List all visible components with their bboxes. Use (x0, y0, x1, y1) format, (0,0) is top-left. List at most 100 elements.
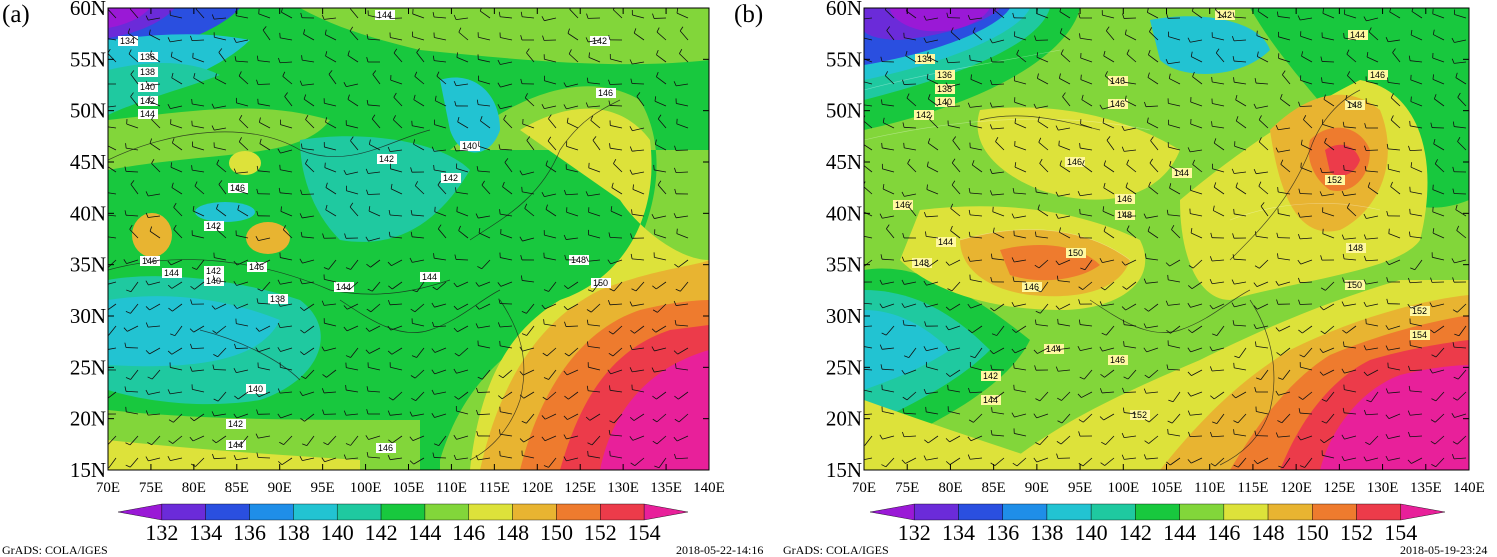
wind-barb-feather (608, 79, 611, 85)
wind-barb-shaft (657, 303, 667, 313)
wind-barb-feather (1144, 374, 1150, 379)
wind-barb (256, 298, 271, 305)
wind-barb (1454, 9, 1467, 19)
wind-barb (1122, 319, 1137, 327)
wind-barb (1121, 125, 1137, 131)
wind-barb (1432, 184, 1445, 195)
wind-barb-shaft (1303, 347, 1313, 358)
wind-barb (951, 180, 961, 195)
wind-barb (321, 388, 337, 394)
wind-barb (1122, 281, 1137, 290)
wind-barb-shaft (1279, 325, 1291, 332)
wind-barb (1191, 8, 1203, 19)
panel-b: (b) (734, 0, 1487, 557)
wind-barb (235, 97, 249, 107)
wind-barb (145, 347, 161, 355)
wind-barb-shaft (1325, 413, 1335, 424)
wind-barb-shaft (588, 39, 601, 43)
wind-barb-feather (1233, 420, 1239, 424)
wind-barb-shaft (236, 413, 249, 419)
wind-barb-feather (1319, 371, 1324, 376)
wind-barb-shaft (632, 149, 645, 152)
wind-barb-shaft (1039, 163, 1049, 173)
wind-barb-shaft (864, 389, 873, 393)
wind-barb (1319, 347, 1335, 353)
wind-barb (1452, 121, 1467, 129)
wind-barb-shaft (1345, 99, 1357, 107)
wind-barb-feather (1079, 376, 1085, 380)
wind-barb (345, 362, 359, 371)
wind-barb-shaft (172, 303, 183, 312)
wind-barb (476, 431, 491, 437)
wind-barb-shaft (304, 413, 315, 422)
wind-barb-shaft (149, 230, 161, 239)
wind-barb (1407, 457, 1423, 464)
wind-barb-shaft (1370, 391, 1379, 403)
wind-barb (653, 252, 667, 261)
wind-barb-shaft (149, 347, 161, 355)
wind-barb-feather (1324, 137, 1327, 143)
wind-barb (950, 27, 961, 41)
wind-barb (947, 406, 961, 415)
wind-barb-feather (325, 204, 328, 210)
wind-barb-shaft (280, 281, 293, 285)
wind-barb (1321, 77, 1335, 85)
wind-barb-shaft (947, 105, 961, 108)
wind-barb-feather (1187, 410, 1191, 416)
wind-barb (1099, 346, 1115, 352)
wind-barb-feather (1013, 363, 1015, 369)
wind-barb-shaft (174, 325, 183, 336)
wind-barb-feather (1099, 258, 1103, 263)
wind-barb-shaft (1036, 56, 1049, 63)
contour-label: 150 (1066, 248, 1086, 258)
wind-barb-shaft (170, 457, 183, 462)
wind-barb (1103, 160, 1115, 173)
wind-barb-feather (902, 232, 905, 239)
wind-barb (905, 50, 917, 63)
wind-barb (1408, 277, 1423, 284)
wind-barb-feather (145, 306, 150, 311)
wind-barb-shaft (1278, 149, 1291, 153)
wind-barb (278, 57, 293, 64)
wind-barb (631, 9, 645, 19)
svg-text:144: 144 (983, 395, 998, 405)
wind-barb-shaft (480, 120, 491, 129)
wind-barb (255, 347, 271, 353)
wind-barb-shaft (927, 435, 939, 444)
lon-tick-label: 95E (311, 480, 335, 496)
wind-barb-feather (906, 93, 910, 99)
wind-barb (1300, 31, 1313, 41)
wind-barb-shaft (1148, 435, 1159, 444)
wind-barb-shaft (151, 369, 161, 380)
wind-barb (1036, 52, 1049, 63)
wind-barb-feather (103, 442, 107, 444)
wind-barb-shaft (632, 213, 645, 217)
wind-barb (145, 456, 161, 462)
wind-barb (108, 145, 117, 151)
wind-barb-feather (1451, 454, 1455, 459)
wind-barb-shaft (655, 325, 667, 333)
wind-barb-shaft (390, 149, 403, 153)
wind-barb-feather (1077, 191, 1081, 196)
wind-barb-feather (130, 180, 135, 185)
lon-tick-label: 75E (895, 480, 919, 496)
wind-barb-shaft (1148, 369, 1159, 379)
wind-barb-feather (212, 364, 215, 370)
wind-barb-feather (1275, 432, 1279, 438)
wind-barb (108, 347, 117, 350)
wind-barb-feather (881, 464, 887, 468)
wind-barb-feather (1345, 95, 1348, 101)
colorbar-segment (380, 503, 426, 521)
wind-barb (279, 32, 293, 41)
wind-barb-shaft (368, 171, 381, 174)
wind-barb-feather (239, 115, 243, 120)
contour-label: 136 (935, 70, 955, 80)
wind-barb (1321, 32, 1335, 41)
wind-barb (168, 413, 183, 423)
wind-barb-feather (1347, 71, 1351, 76)
wind-barb-feather (585, 416, 591, 421)
wind-barb (192, 205, 205, 217)
wind-barb-shaft (1344, 37, 1357, 41)
